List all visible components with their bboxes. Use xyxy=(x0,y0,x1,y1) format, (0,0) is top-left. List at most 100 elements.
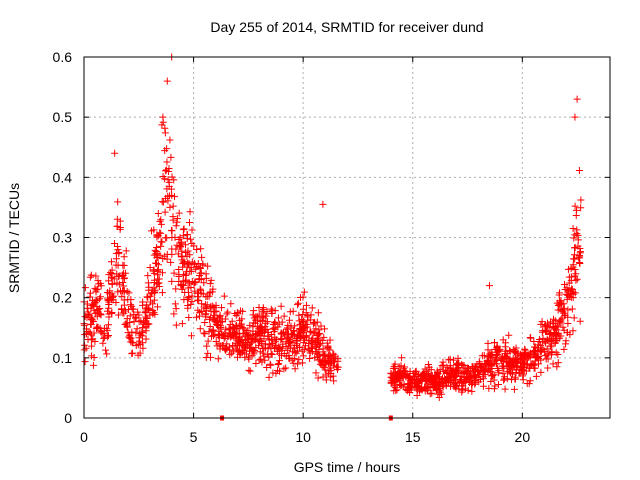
data-point xyxy=(551,339,559,347)
data-point xyxy=(135,311,143,319)
data-point xyxy=(197,245,205,253)
data-point xyxy=(390,387,398,395)
data-point xyxy=(296,343,304,351)
data-point xyxy=(146,311,154,319)
data-point xyxy=(206,280,214,288)
data-point xyxy=(389,379,397,387)
data-point xyxy=(186,267,194,275)
data-point xyxy=(499,370,507,378)
data-point xyxy=(254,322,262,330)
data-point xyxy=(326,346,334,354)
data-point xyxy=(228,317,236,325)
data-point xyxy=(428,389,436,397)
data-point xyxy=(469,371,477,379)
data-point xyxy=(168,277,176,285)
data-point xyxy=(417,371,425,379)
data-point xyxy=(526,353,534,361)
data-point xyxy=(571,113,579,121)
data-point xyxy=(186,251,194,259)
y-tick-label: 0.1 xyxy=(53,350,73,366)
data-point xyxy=(489,372,497,380)
data-point xyxy=(125,333,133,341)
data-point xyxy=(86,329,94,337)
data-point xyxy=(547,329,555,337)
data-point xyxy=(549,360,557,368)
data-point xyxy=(193,245,201,253)
data-point xyxy=(210,317,218,325)
data-point xyxy=(108,280,116,288)
data-point xyxy=(312,325,320,333)
data-point xyxy=(302,342,310,350)
data-point xyxy=(267,305,275,313)
data-point xyxy=(266,360,274,368)
data-point xyxy=(119,271,127,279)
data-point xyxy=(563,284,571,292)
data-point xyxy=(172,222,180,230)
y-tick-label: 0.3 xyxy=(53,230,73,246)
data-point xyxy=(139,301,147,309)
data-point xyxy=(191,287,199,295)
data-point xyxy=(139,344,147,352)
data-point xyxy=(533,352,541,360)
data-point xyxy=(280,349,288,357)
data-point xyxy=(84,300,92,308)
data-point xyxy=(559,323,567,331)
data-point xyxy=(159,113,167,121)
data-point xyxy=(182,270,190,278)
data-point xyxy=(155,275,163,283)
data-point xyxy=(300,327,308,335)
data-point xyxy=(173,241,181,249)
data-point xyxy=(398,354,406,362)
data-point xyxy=(121,307,129,315)
data-point xyxy=(478,363,486,371)
data-point xyxy=(169,213,177,221)
data-point xyxy=(512,347,520,355)
data-point xyxy=(537,368,545,376)
data-point xyxy=(163,185,171,193)
data-point xyxy=(206,289,214,297)
data-point xyxy=(545,330,553,338)
data-point xyxy=(245,344,253,352)
data-point xyxy=(404,385,412,393)
data-point xyxy=(111,149,119,157)
data-point xyxy=(539,334,547,342)
data-point xyxy=(87,271,95,279)
data-point xyxy=(564,291,572,299)
data-point xyxy=(511,375,519,383)
data-point xyxy=(577,204,585,212)
data-point xyxy=(113,243,121,251)
data-point xyxy=(172,285,180,293)
data-point xyxy=(561,286,569,294)
data-point xyxy=(274,360,282,368)
data-point xyxy=(561,311,569,319)
data-point xyxy=(292,336,300,344)
data-point xyxy=(176,234,184,242)
data-point xyxy=(178,238,186,246)
data-point xyxy=(116,223,124,231)
data-point xyxy=(562,337,570,345)
data-point xyxy=(201,318,209,326)
data-point xyxy=(162,166,170,174)
data-point xyxy=(257,323,265,331)
data-point xyxy=(426,390,434,398)
data-point xyxy=(197,286,205,294)
data-point xyxy=(549,335,557,343)
data-point xyxy=(157,220,165,228)
data-point xyxy=(115,250,123,258)
data-point xyxy=(510,385,518,393)
data-point xyxy=(214,355,222,363)
data-point xyxy=(549,315,557,323)
y-tick-label: 0.2 xyxy=(53,290,73,306)
data-point xyxy=(87,336,95,344)
data-point xyxy=(319,200,327,208)
data-point xyxy=(170,310,178,318)
data-point xyxy=(111,240,119,248)
data-point xyxy=(157,216,165,224)
data-point xyxy=(308,336,316,344)
data-point xyxy=(569,224,577,232)
data-point xyxy=(158,289,166,297)
data-point xyxy=(314,331,322,339)
data-point xyxy=(544,364,552,372)
data-point xyxy=(179,232,187,240)
data-point xyxy=(282,342,290,350)
